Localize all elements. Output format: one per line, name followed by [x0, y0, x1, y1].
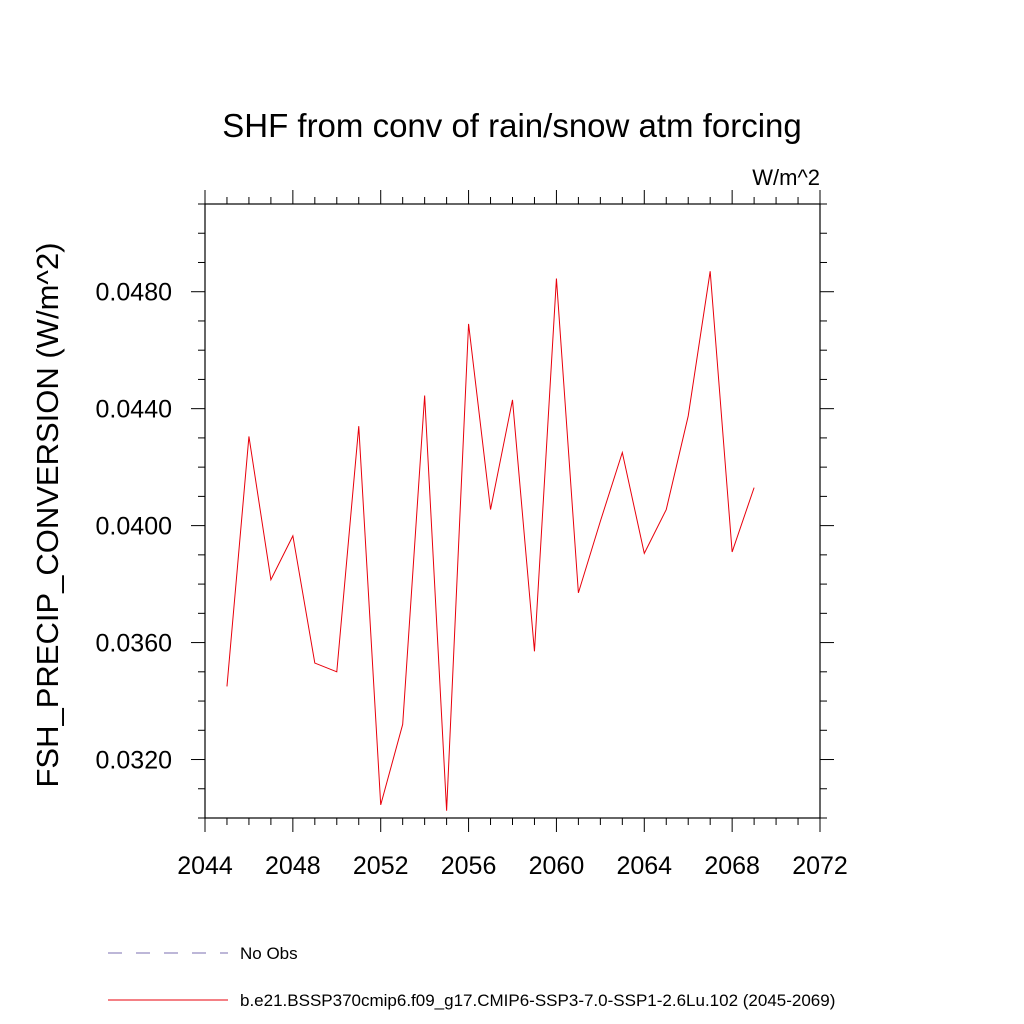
y-tick-label: 0.0360 [96, 630, 172, 658]
y-tick-label: 0.0320 [96, 747, 172, 775]
legend: No Obs b.e21.BSSP370cmip6.f09_g17.CMIP6-… [108, 944, 835, 1010]
plot-frame [204, 203, 821, 819]
chart-title: SHF from conv of rain/snow atm forcing [222, 107, 802, 144]
axis-ticks [191, 190, 834, 832]
series-layer [226, 271, 755, 811]
legend-label-model: b.e21.BSSP370cmip6.f09_g17.CMIP6-SSP3-7.… [240, 991, 835, 1010]
legend-label-no-obs: No Obs [240, 944, 298, 963]
x-tick-label: 2060 [529, 852, 585, 880]
x-tick-label: 2056 [441, 852, 497, 880]
x-tick-label: 2044 [177, 852, 233, 880]
x-tick-label: 2072 [792, 852, 848, 880]
y-tick-labels: 0.0320 0.0360 0.0400 0.0440 0.0480 [96, 279, 172, 775]
x-tick-label: 2064 [616, 852, 672, 880]
x-tick-label: 2052 [353, 852, 409, 880]
y-tick-label: 0.0440 [96, 396, 172, 424]
y-tick-label: 0.0480 [96, 279, 172, 307]
series-line [226, 271, 755, 811]
units-label: W/m^2 [752, 165, 820, 190]
x-tick-labels: 2044 2048 2052 2056 2060 2064 2068 2072 [177, 852, 848, 880]
x-tick-label: 2048 [265, 852, 321, 880]
x-tick-label: 2068 [704, 852, 760, 880]
y-axis-label: FSH_PRECIP_CONVERSION (W/m^2) [30, 242, 65, 787]
y-tick-label: 0.0400 [96, 513, 172, 541]
